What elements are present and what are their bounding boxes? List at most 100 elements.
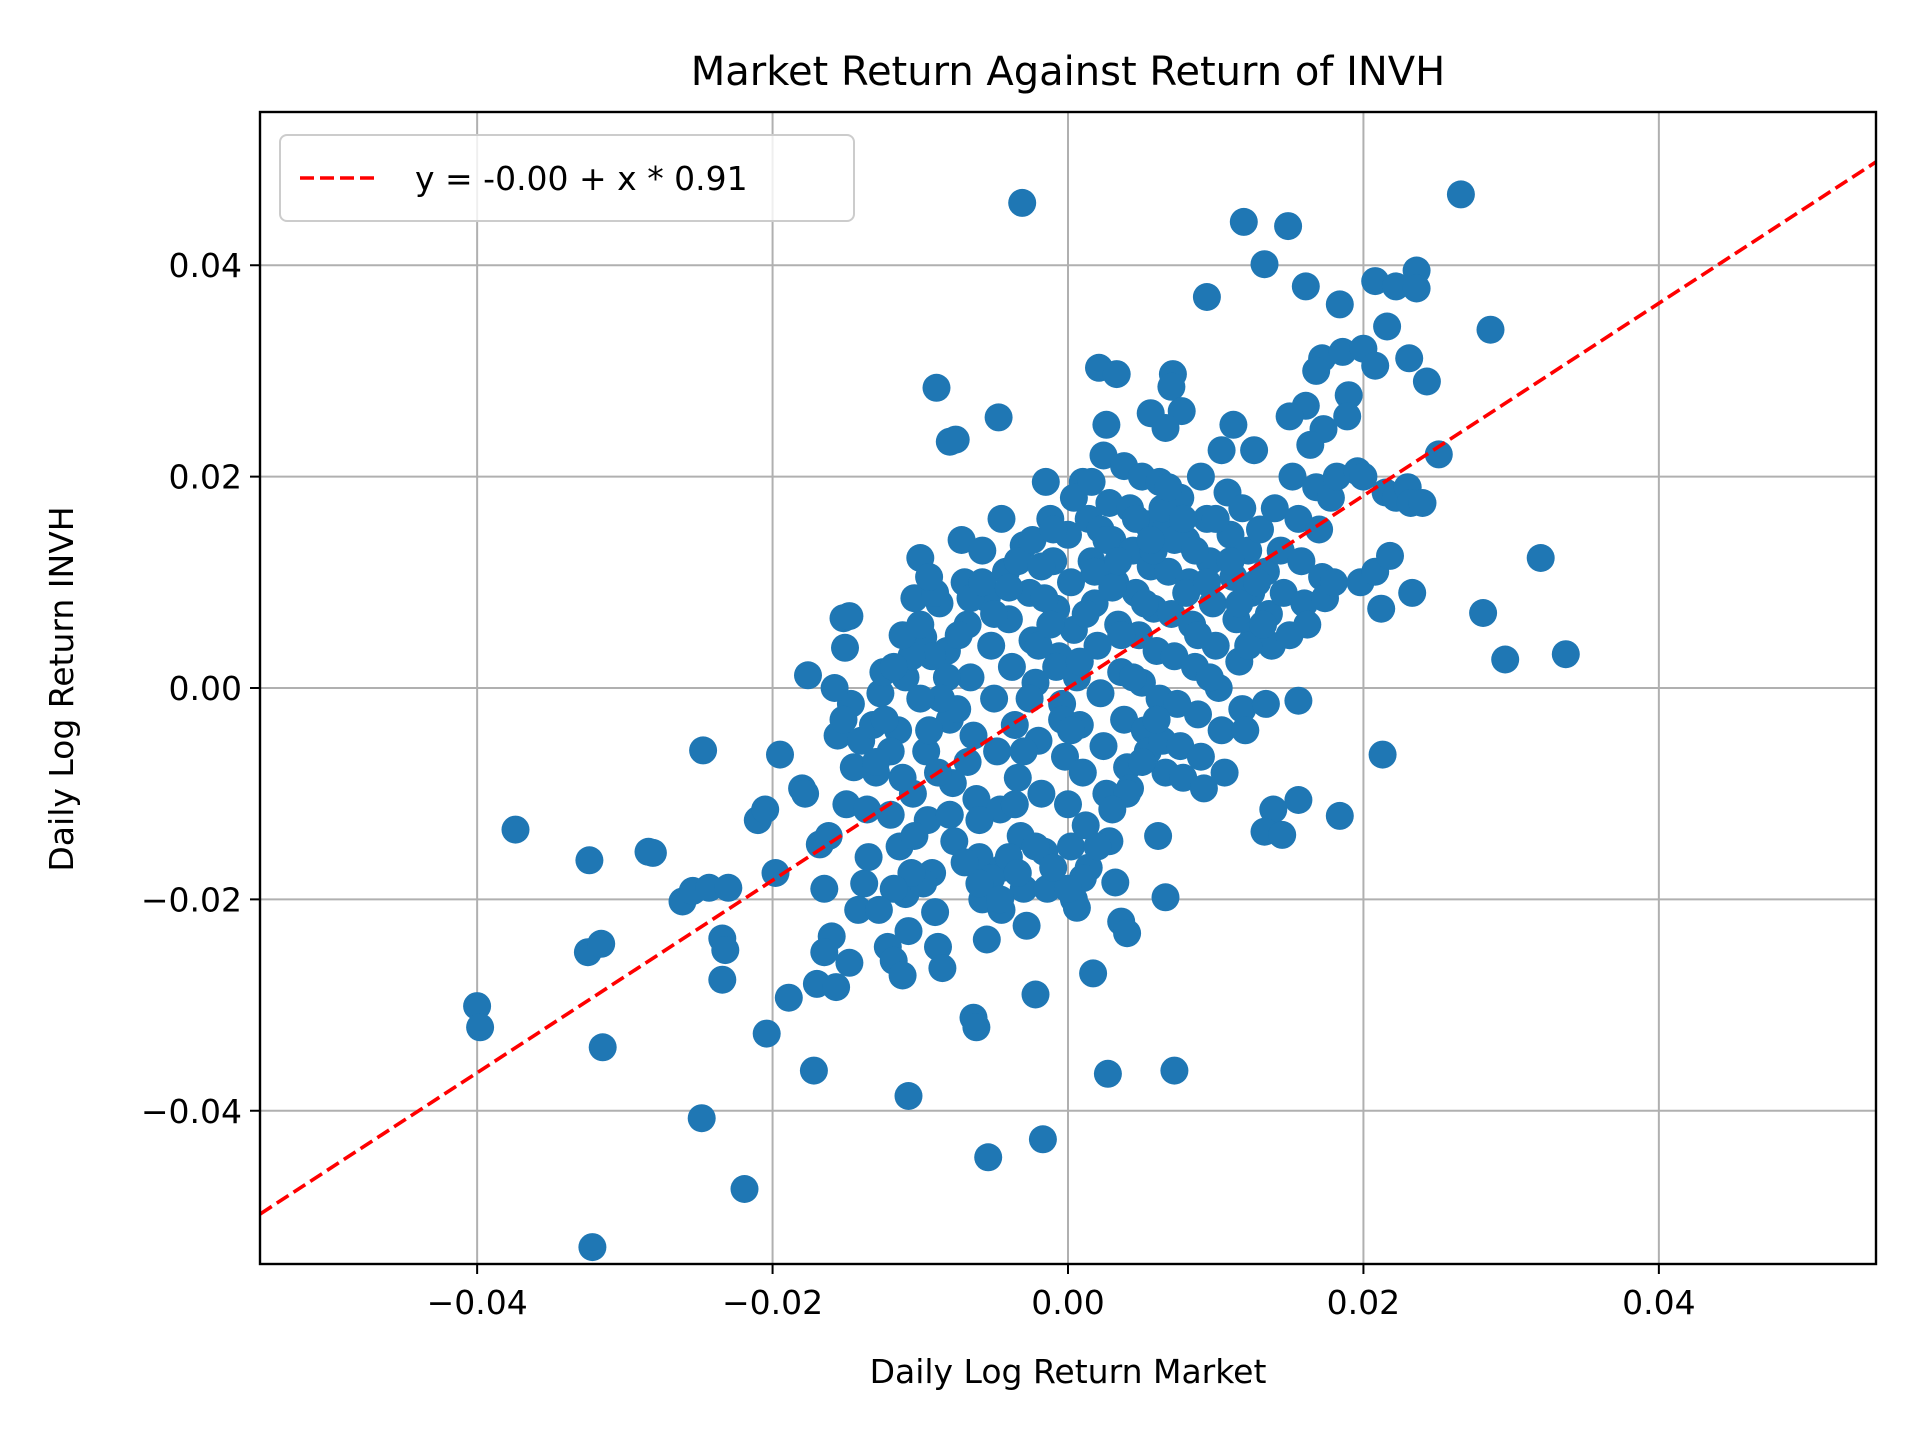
y-tick-label: 0.02 [169, 458, 242, 497]
data-point [1098, 573, 1127, 602]
data-point [1086, 679, 1115, 708]
data-point [1402, 274, 1431, 303]
data-point [844, 895, 873, 924]
data-point [791, 779, 820, 808]
data-point [1373, 312, 1402, 341]
data-point [1151, 414, 1180, 442]
data-point [997, 652, 1026, 681]
data-point [850, 869, 879, 898]
data-point [1015, 684, 1044, 713]
data-point [965, 869, 994, 898]
y-axis-ticks: −0.04 −0.02 0.00 0.02 0.04 [141, 246, 260, 1131]
data-point [1210, 758, 1239, 787]
data-point [922, 373, 951, 402]
data-point [1057, 716, 1085, 745]
data-point [894, 917, 923, 946]
data-point [1192, 568, 1221, 597]
data-point [1231, 716, 1260, 745]
data-point [944, 621, 973, 650]
data-point [1412, 367, 1441, 396]
y-axis-label: Daily Log Return INVH [42, 506, 81, 871]
data-point [774, 983, 803, 1012]
data-point [1446, 180, 1475, 209]
data-point [962, 1013, 991, 1042]
data-point [1207, 436, 1236, 465]
data-point [879, 652, 908, 681]
data-point [1071, 600, 1100, 628]
data-point [1228, 695, 1257, 724]
data-point [959, 721, 988, 750]
data-point [983, 737, 1012, 766]
data-point [1551, 640, 1580, 669]
data-point [575, 846, 604, 875]
data-point [1172, 578, 1201, 607]
data-point [968, 568, 997, 597]
data-point [1333, 402, 1362, 431]
data-point [928, 954, 957, 983]
data-point [1325, 801, 1354, 830]
data-point [1229, 207, 1258, 236]
data-point [912, 737, 941, 766]
data-point [1054, 874, 1082, 903]
x-axis-label: Daily Log Return Market [870, 1352, 1267, 1391]
data-point [1021, 980, 1050, 1009]
data-point [974, 1143, 1003, 1172]
data-point [810, 938, 839, 967]
data-point [1160, 526, 1189, 554]
data-point [1077, 467, 1106, 496]
data-point [1154, 473, 1183, 502]
data-point [972, 925, 1001, 954]
data-point [1361, 351, 1390, 380]
data-point [1157, 372, 1186, 401]
data-point [1003, 859, 1032, 887]
y-tick-label: −0.02 [141, 880, 242, 919]
data-point [1102, 360, 1131, 389]
data-point [1284, 504, 1313, 533]
data-point [1151, 883, 1180, 912]
data-point [1216, 547, 1245, 576]
data-point [1054, 790, 1082, 819]
data-point [980, 684, 1009, 713]
data-point [1398, 578, 1427, 607]
data-point [799, 1056, 828, 1085]
data-point [1021, 832, 1050, 861]
data-point [1349, 462, 1378, 491]
data-point [1325, 290, 1354, 319]
data-point [1154, 557, 1183, 586]
y-tick-label: −0.04 [141, 1092, 242, 1131]
data-point [1144, 822, 1173, 850]
data-point [935, 800, 964, 829]
data-point [831, 633, 859, 662]
data-point [463, 992, 492, 1021]
data-point [1195, 663, 1224, 692]
data-point [1024, 631, 1053, 660]
data-point [1291, 272, 1320, 301]
data-point [915, 563, 944, 591]
data-point [810, 874, 839, 903]
data-point [1000, 790, 1029, 819]
data-point [1163, 689, 1192, 718]
data-point [1169, 763, 1198, 792]
data-point [1148, 494, 1177, 523]
data-point [984, 403, 1013, 432]
x-tick-label: −0.04 [427, 1283, 528, 1322]
data-point [1491, 645, 1520, 674]
data-point [1367, 594, 1396, 623]
data-point [1376, 541, 1404, 570]
data-point [1039, 853, 1068, 882]
data-point [1249, 610, 1277, 639]
data-point [1269, 578, 1298, 607]
data-point [1424, 440, 1453, 469]
data-point [687, 1104, 716, 1133]
data-point [894, 1082, 923, 1110]
data-point [1036, 610, 1065, 639]
data-point [864, 895, 893, 924]
data-point [932, 663, 961, 692]
data-point [986, 885, 1015, 914]
data-point [1395, 344, 1424, 373]
data-point [1089, 441, 1118, 470]
chart-title: Market Return Against Return of INVH [691, 49, 1446, 95]
data-point [1240, 436, 1269, 465]
data-point [854, 843, 883, 872]
data-point [1092, 526, 1121, 554]
